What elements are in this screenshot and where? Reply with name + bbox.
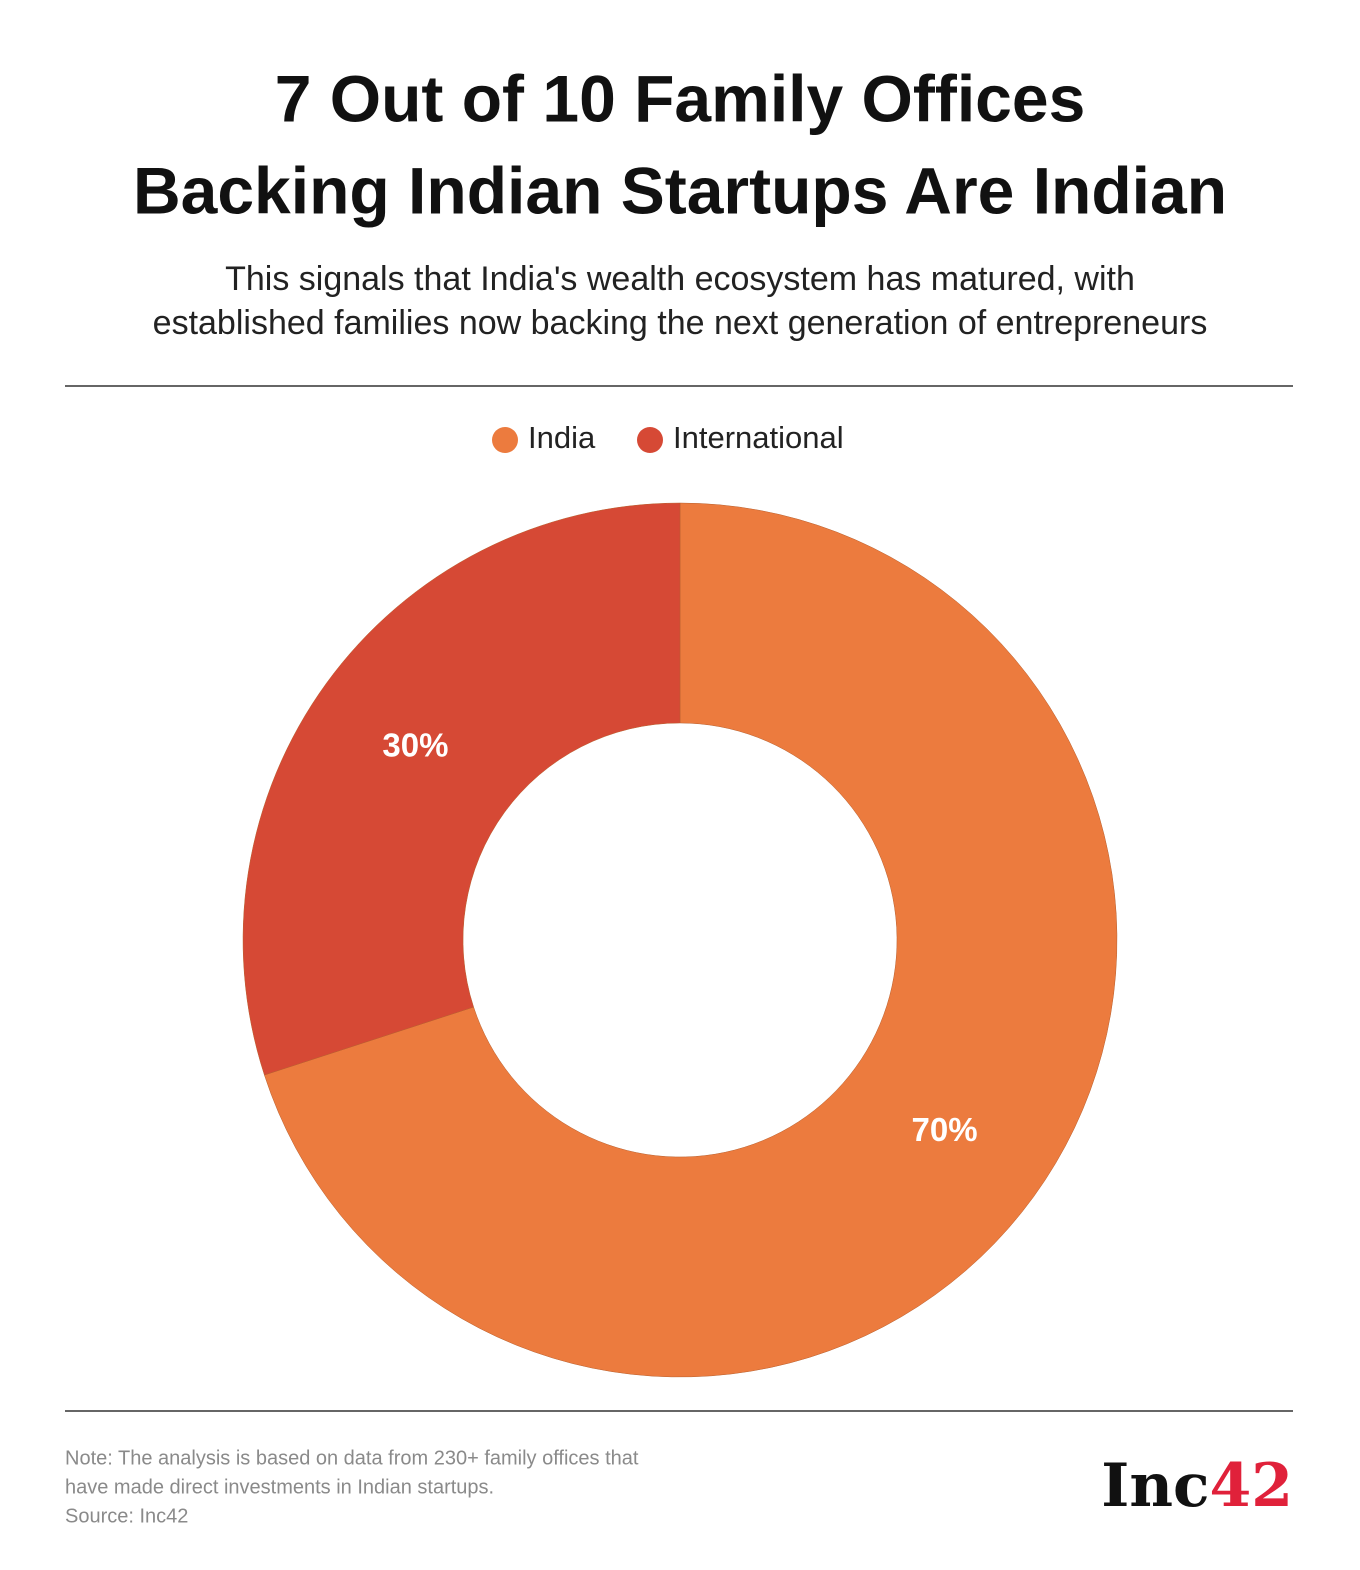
logo-text: Inc <box>1101 1451 1209 1521</box>
data-label: 30% <box>382 727 448 764</box>
legend-label: International <box>673 420 844 455</box>
data-label: 70% <box>912 1111 978 1148</box>
subtitle: established families now backing the nex… <box>153 304 1208 342</box>
chart-title: Backing Indian Startups Are Indian <box>133 153 1227 227</box>
chart-title: 7 Out of 10 Family Offices <box>275 61 1086 135</box>
logo-accent: 42 <box>1210 1451 1294 1521</box>
note: have made direct investments in Indian s… <box>65 1476 494 1498</box>
legend-swatch <box>637 427 663 453</box>
donut-slice <box>242 502 681 1076</box>
legend-label: India <box>528 420 596 455</box>
note: Source: Inc42 <box>65 1505 188 1527</box>
note: Note: The analysis is based on data from… <box>65 1447 639 1469</box>
legend-swatch <box>492 427 518 453</box>
subtitle: This signals that India's wealth ecosyst… <box>225 260 1135 298</box>
logo: Inc42 <box>1101 1451 1293 1521</box>
donut-slice <box>264 502 1118 1378</box>
